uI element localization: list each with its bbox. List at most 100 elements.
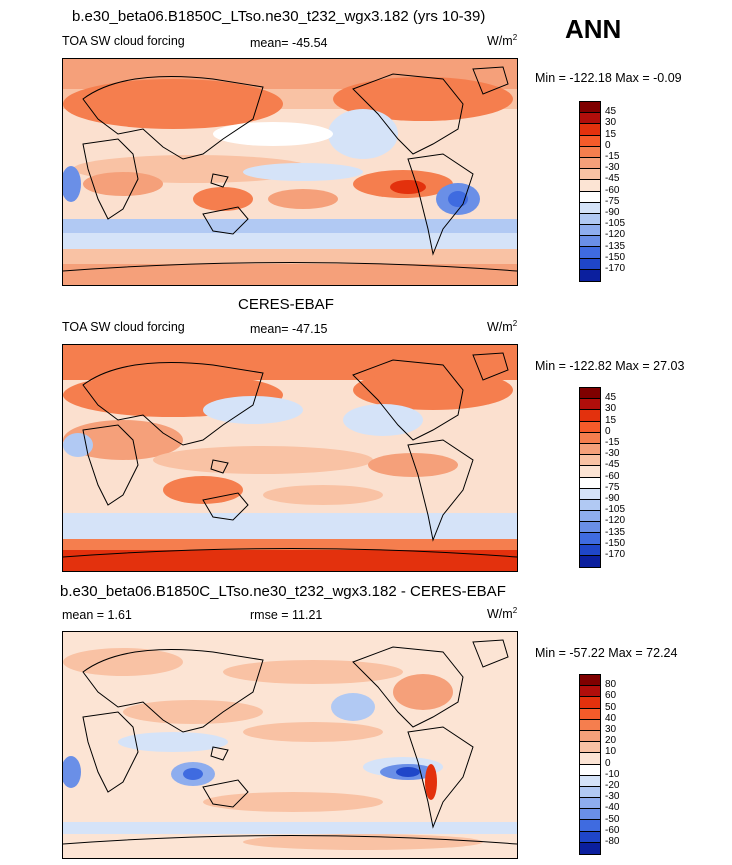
colorbar-tick-label: 20 bbox=[605, 735, 617, 747]
colorbar-swatch bbox=[580, 124, 600, 136]
colorbar-tick-label: -170 bbox=[605, 263, 626, 274]
field-label: TOA SW cloud forcing bbox=[62, 320, 185, 334]
colorbar-tick-label: -75 bbox=[605, 195, 620, 207]
map-plot bbox=[62, 58, 518, 286]
colorbar-swatch bbox=[580, 820, 600, 832]
colorbar-swatch bbox=[580, 499, 600, 512]
colorbar-swatch bbox=[580, 842, 600, 854]
panel-title: b.e30_beta06.B1850C_LTso.ne30_t232_wgx3.… bbox=[72, 8, 486, 25]
mean-label: mean= -45.54 bbox=[250, 36, 328, 50]
map-plot bbox=[62, 344, 518, 572]
colorbar-tick-label: -135 bbox=[605, 526, 626, 538]
colorbar-swatch bbox=[580, 764, 600, 776]
colorbar-tick-label: -105 bbox=[605, 504, 626, 516]
colorbar-swatch bbox=[580, 786, 600, 799]
mean-label: mean = 1.61 bbox=[62, 608, 132, 622]
colorbar-swatch bbox=[580, 533, 600, 545]
colorbar-swatch bbox=[580, 399, 600, 411]
colorbar-tick-label: -20 bbox=[605, 780, 620, 791]
colorbar-tick-label: -40 bbox=[605, 802, 620, 814]
colorbar-swatch bbox=[580, 555, 600, 567]
colorbar-tick-label: 10 bbox=[605, 746, 617, 758]
colorbar-tick-label: 45 bbox=[605, 392, 617, 404]
colorbar-swatch bbox=[580, 775, 600, 787]
colorbar-tick-label: 60 bbox=[605, 690, 617, 702]
colorbar-swatch bbox=[580, 410, 600, 422]
colorbar-tick-label: -30 bbox=[605, 448, 620, 460]
colorbar-tick-label: 15 bbox=[605, 414, 617, 426]
units-label: W/m2 bbox=[487, 319, 518, 335]
colorbar-swatch bbox=[580, 753, 600, 765]
colorbar-swatch bbox=[580, 477, 600, 489]
colorbar-tick-label: -60 bbox=[605, 470, 620, 482]
colorbar-tick-label: 0 bbox=[605, 139, 611, 151]
colorbar-swatch bbox=[580, 809, 600, 821]
colorbar-swatch bbox=[580, 708, 600, 720]
colorbar-swatch bbox=[580, 146, 600, 158]
colorbar-tick-label: -120 bbox=[605, 229, 626, 241]
colorbar-tick-label: -60 bbox=[605, 824, 620, 836]
colorbar-swatch bbox=[580, 157, 600, 170]
rmse-label: rmse = 11.21 bbox=[250, 608, 323, 622]
colorbar-swatch bbox=[580, 169, 600, 181]
colorbar-tick-label: -45 bbox=[605, 459, 620, 471]
min-max-label: Min = -122.82 Max = 27.03 bbox=[535, 359, 685, 373]
colorbar-swatch bbox=[580, 798, 600, 810]
colorbar-tick-label: -90 bbox=[605, 207, 620, 218]
colorbar-swatch bbox=[580, 236, 600, 248]
colorbar-swatch bbox=[580, 697, 600, 709]
units-label: W/m2 bbox=[487, 606, 518, 622]
colorbar-tick-label: -80 bbox=[605, 836, 620, 847]
colorbar-tick-label: -10 bbox=[605, 768, 620, 780]
colorbar-tick-label: -30 bbox=[605, 791, 620, 803]
colorbar-tick-label: 0 bbox=[605, 425, 611, 437]
colorbar-tick-label: -150 bbox=[605, 251, 626, 263]
colorbar-swatch bbox=[580, 135, 600, 147]
panel-title: CERES-EBAF bbox=[238, 296, 334, 313]
colorbar-swatch bbox=[580, 511, 600, 523]
colorbar-tick-label: 0 bbox=[605, 757, 611, 769]
colorbar-swatch bbox=[580, 191, 600, 203]
field-label: TOA SW cloud forcing bbox=[62, 34, 185, 48]
colorbar-tick-label: -120 bbox=[605, 515, 626, 527]
colorbar-boxes bbox=[579, 387, 601, 568]
colorbar-swatch bbox=[580, 719, 600, 731]
colorbar-swatch bbox=[580, 113, 600, 125]
colorbar-tick-label: 50 bbox=[605, 701, 617, 713]
colorbar-swatch bbox=[580, 730, 600, 743]
colorbar-tick-label: -75 bbox=[605, 481, 620, 493]
colorbar-tick-label: -170 bbox=[605, 549, 626, 560]
colorbar-swatch bbox=[580, 488, 600, 500]
colorbar-tick-label: -45 bbox=[605, 173, 620, 185]
colorbar-tick-label: -135 bbox=[605, 240, 626, 252]
colorbar-swatch bbox=[580, 225, 600, 237]
panel-title: b.e30_beta06.B1850C_LTso.ne30_t232_wgx3.… bbox=[60, 583, 506, 600]
units-label: W/m2 bbox=[487, 33, 518, 49]
colorbar-tick-label: -50 bbox=[605, 813, 620, 825]
colorbar-tick-label: 80 bbox=[605, 679, 617, 691]
colorbar-tick-label: 30 bbox=[605, 403, 617, 415]
colorbar-swatch bbox=[580, 388, 600, 400]
colorbar-tick-label: -105 bbox=[605, 218, 626, 230]
colorbar-tick-label: 40 bbox=[605, 712, 617, 724]
colorbar-tick-label: -90 bbox=[605, 493, 620, 504]
colorbar-swatch bbox=[580, 258, 600, 270]
colorbar-swatch bbox=[580, 269, 600, 281]
colorbar-swatch bbox=[580, 522, 600, 534]
map-plot bbox=[62, 631, 518, 859]
min-max-label: Min = -57.22 Max = 72.24 bbox=[535, 646, 678, 660]
colorbar-swatch bbox=[580, 455, 600, 467]
colorbar-swatch bbox=[580, 742, 600, 754]
colorbar-swatch bbox=[580, 202, 600, 214]
colorbar-tick-label: -30 bbox=[605, 162, 620, 174]
colorbar-swatch bbox=[580, 432, 600, 444]
colorbar-swatch bbox=[580, 466, 600, 478]
mean-label: mean= -47.15 bbox=[250, 322, 328, 336]
season-label: ANN bbox=[565, 14, 622, 44]
colorbar-swatch bbox=[580, 831, 600, 843]
colorbar-tick-label: -15 bbox=[605, 151, 620, 162]
colorbar-swatch bbox=[580, 675, 600, 687]
colorbar-swatch bbox=[580, 443, 600, 456]
colorbar-swatch bbox=[580, 102, 600, 114]
colorbar-tick-label: 30 bbox=[605, 117, 617, 129]
